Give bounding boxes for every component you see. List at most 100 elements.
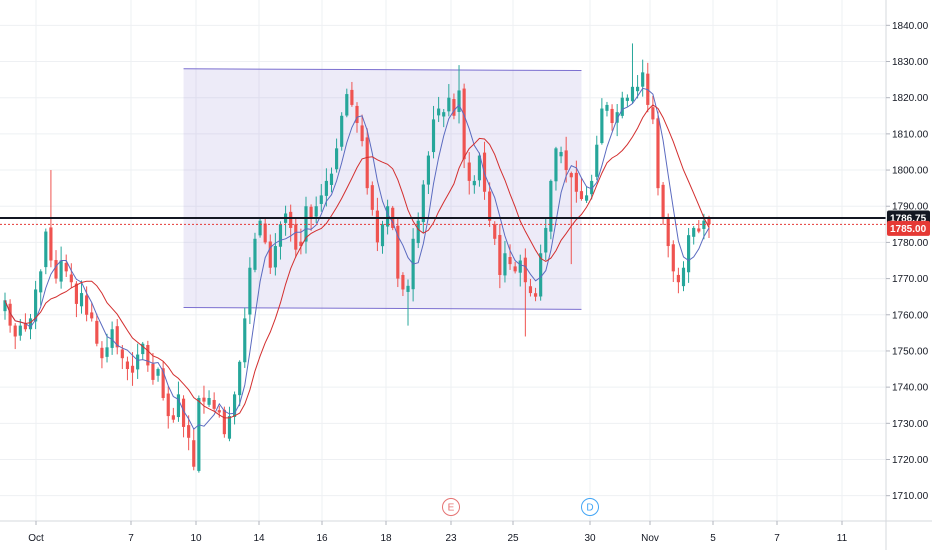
price-tick-label: 1730.00 [892,419,929,430]
candle-up [641,72,645,87]
price-tag-red-dotted: 1785.00 [887,220,930,236]
price-tag-bg [887,220,930,236]
event-marker-d[interactable]: D [581,498,599,516]
candle-down [309,206,313,218]
candle-down [222,409,226,435]
candle-up [447,97,451,112]
candle-down [467,162,471,181]
range-upper-line[interactable] [183,68,582,72]
candle-up [518,260,522,273]
range-box[interactable] [183,68,582,310]
candle-down [508,257,512,265]
candle-up [44,231,48,268]
time-tick-label: 7 [128,533,134,544]
candle-down [498,234,502,275]
candle-up [625,97,629,101]
price-axis[interactable]: 1710.00 1720.00 1730.00 1740.00 1750.00 1760.… [885,0,929,550]
candle-down [533,293,538,297]
event-marker-label: D [586,503,593,514]
candle-down [610,108,614,124]
candle-down [13,325,17,337]
moving-average-lines [4,87,710,430]
candle-up [136,354,140,370]
candle-up [615,112,619,123]
candle-down [656,118,660,189]
price-tick-label: 1790.00 [892,202,929,213]
candle-up [595,144,599,177]
candle-down [23,323,27,330]
candle-down [217,410,221,413]
candle-down [263,223,267,243]
candle-down [181,398,186,427]
event-marker-e[interactable]: E [442,498,460,516]
candle-up [702,220,706,229]
time-tick-label: Oct [28,533,44,544]
candle-up [34,289,38,322]
price-tick-label: 1770.00 [892,274,929,285]
candle-up [258,220,262,236]
candle-down [120,349,124,359]
moving-average-slow [4,104,710,419]
candle-up [253,238,257,270]
candle-up [437,108,441,116]
candle-up [544,227,548,253]
time-tick-label: 11 [837,533,848,544]
candle-up [248,267,252,315]
candle-up [416,220,420,244]
candle-up [635,86,640,92]
time-tick-label: 16 [316,533,328,544]
candle-down [268,241,272,268]
time-tick-label: 25 [507,533,519,544]
candle-up [630,86,635,102]
candle-down [360,125,364,142]
candle-up [340,115,344,147]
time-tick-label: 10 [190,533,202,544]
price-tick-label: 1780.00 [892,238,929,249]
candle-down [707,218,711,225]
candle-down [54,260,58,279]
price-tag-label: 1785.00 [890,224,927,235]
candle-up [197,397,201,471]
candle-down [396,225,400,279]
candle-up [503,253,507,276]
event-marker-circle [442,498,460,516]
candle-up [345,94,349,116]
moving-average-fast [4,87,710,430]
time-tick-label: 18 [380,533,392,544]
time-tick-label: Nov [641,533,659,544]
candle-up [600,108,604,144]
candle-up [386,206,390,227]
candle-up [472,180,476,186]
price-tick-label: 1830.00 [892,57,929,68]
candle-down [115,326,119,348]
candle-up [457,90,461,112]
candle-down [513,266,517,272]
candle-up [554,148,558,182]
candle-up [431,119,436,153]
candle-up [314,206,318,217]
candle-up [28,318,33,330]
candle-down [488,191,492,221]
candle-up [18,325,22,336]
candle-down [697,228,701,232]
candle-down [64,262,68,272]
candle-down [125,361,130,370]
price-tick-label: 1720.00 [892,455,929,466]
candle-down [100,347,104,359]
price-tag-label: 1786.75 [890,213,927,224]
candle-down [130,365,135,373]
candle-down [74,283,79,304]
candle-down [523,257,527,283]
candle-down [187,425,191,438]
candle-down [95,320,99,344]
candle-up [539,253,543,297]
candle-up [559,151,563,157]
candle-down [294,224,298,250]
price-tick-label: 1800.00 [892,166,929,177]
time-axis[interactable]: Oct 7 10 14 16 18 23 25 30 Nov 5 7 11 [0,520,932,544]
candle-up [421,184,425,223]
time-tick-label: 7 [774,533,780,544]
candle-up [59,260,63,282]
